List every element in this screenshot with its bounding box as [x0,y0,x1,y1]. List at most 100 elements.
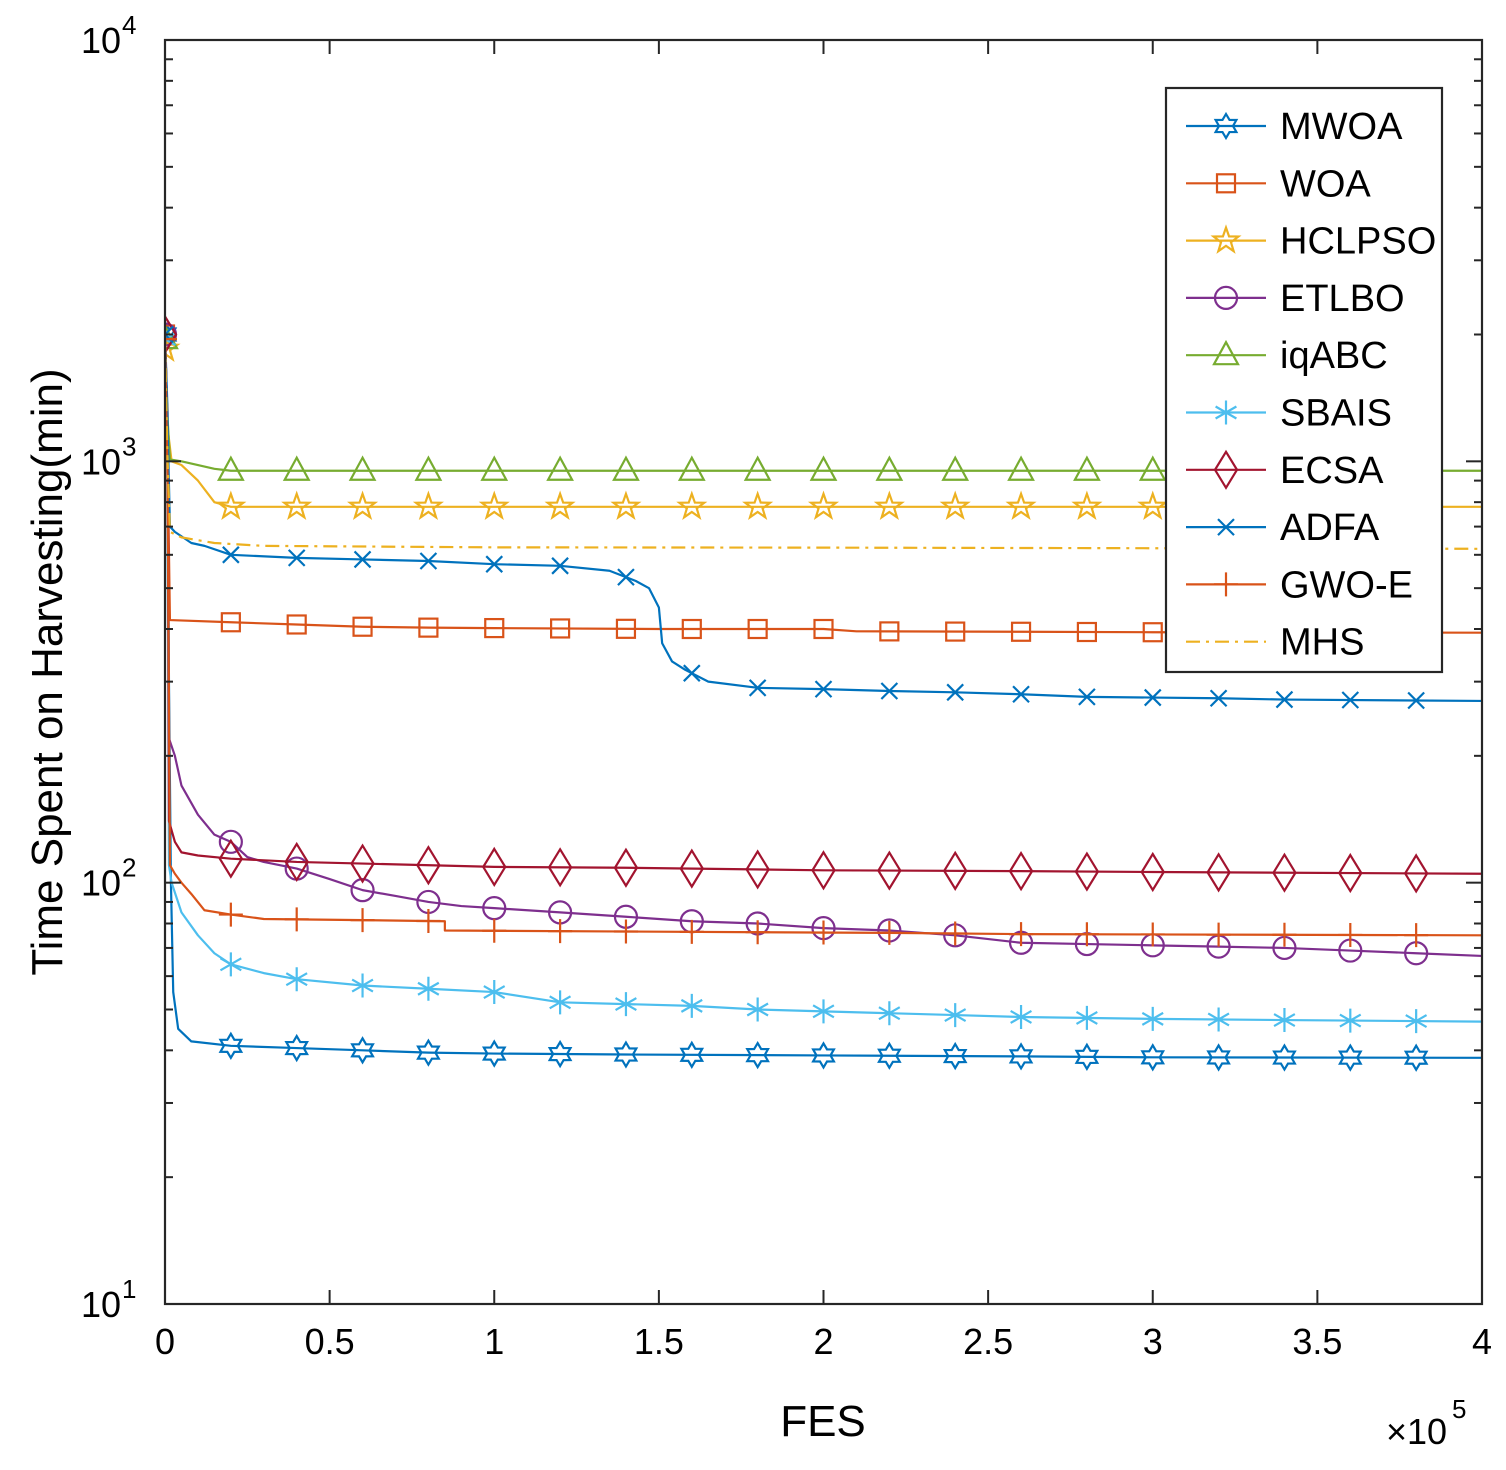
legend-marker-woa [1215,173,1237,194]
x-tick-label: 2 [813,1321,833,1362]
data-point-gwo-e-0 [165,327,177,352]
data-point-woa-4 [418,617,439,638]
data-point-adfa-5 [485,555,504,573]
data-point-sbais-13 [1010,1004,1032,1029]
data-point-gwo-e-8 [679,919,704,944]
data-point-iqabc-11 [875,455,904,481]
data-point-mwoa-6 [547,1039,573,1069]
data-point-adfa-11 [880,682,899,700]
data-point-sbais-10 [812,999,835,1024]
data-point-iqabc-0 [165,323,179,350]
y-tick-label-exponent: 3 [122,431,136,461]
data-point-gwo-e-2 [284,907,309,932]
legend-marker-adfa [1217,518,1235,536]
data-point-mwoa-15 [1140,1043,1166,1072]
legend-marker-sbais [1215,400,1237,425]
data-point-iqabc-5 [480,455,509,481]
data-point-sbais-9 [746,997,769,1022]
data-point-hclpso-8 [676,490,708,521]
data-point-mwoa-13 [1008,1042,1034,1071]
data-point-woa-6 [549,618,571,639]
data-point-sbais-14 [1075,1005,1098,1030]
series-sbais [165,327,1482,1034]
data-point-ecsa-12 [942,850,968,891]
data-point-iqabc-9 [743,455,772,481]
data-point-woa-9 [747,618,768,640]
data-point-ecsa-6 [547,847,573,888]
series-line-ecsa [165,334,1482,875]
legend-item-etlbo: ETLBO [1186,278,1405,320]
series-gwo-e [165,327,1482,948]
legend-item-woa: WOA [1186,163,1371,205]
x-axis-label: FES [780,1397,866,1446]
legend-label-iqabc: iqABC [1280,335,1388,377]
data-point-hclpso-6 [544,490,576,521]
data-point-gwo-e-1 [218,902,243,927]
data-point-gwo-e-16 [1206,922,1231,947]
x-tick-label: 1 [484,1321,504,1362]
y-tick-label: 10 1 [81,1274,137,1325]
data-point-gwo-e-17 [1272,922,1297,947]
data-point-adfa-1 [222,546,240,564]
data-point-woa-10 [813,618,834,640]
data-point-adfa-3 [353,550,372,569]
data-point-gwo-e-6 [548,919,573,944]
legend-label-hclpso: HCLPSO [1280,221,1436,263]
data-point-ecsa-2 [284,841,309,883]
legend-item-mwoa: MWOA [1186,106,1403,148]
data-point-iqabc-1 [216,455,245,481]
data-point-adfa-18 [1341,691,1360,709]
data-point-adfa-6 [551,557,569,575]
data-point-iqabc-3 [348,455,377,481]
data-point-sbais-2 [285,967,308,992]
series-layer [165,314,1482,1072]
data-point-mwoa-10 [811,1041,836,1070]
data-point-gwo-e-10 [811,920,836,945]
legend-marker-ecsa [1213,449,1239,490]
legend-marker-gwo-e [1214,572,1238,597]
y-tick-label-exponent: 1 [122,1274,136,1304]
data-point-hclpso-12 [939,490,971,521]
data-point-etlbo-3 [350,878,375,903]
legend-label-sbais: SBAIS [1280,393,1392,435]
data-point-ecsa-4 [416,845,441,886]
data-point-hclpso-1 [215,490,247,521]
series-line-gwo-e [165,339,1482,937]
data-point-adfa-16 [1209,689,1228,708]
data-point-mwoa-17 [1272,1043,1297,1072]
legend-marker-mwoa [1213,111,1239,141]
legend-marker-iqabc [1212,339,1240,366]
data-point-adfa-17 [1275,690,1294,709]
data-point-woa-11 [879,621,900,642]
data-point-adfa-14 [1078,688,1096,706]
legend-item-gwo-e: GWO-E [1186,564,1413,606]
data-point-sbais-16 [1207,1007,1230,1032]
data-point-adfa-4 [419,552,438,570]
legend-label-woa: WOA [1280,163,1371,205]
data-point-sbais-4 [417,976,440,1001]
data-point-ecsa-8 [679,848,705,889]
y-axis-label: Time Spent on Harvesting(min) [23,368,72,975]
data-point-iqabc-6 [546,455,574,481]
data-point-mwoa-18 [1338,1043,1363,1072]
data-point-adfa-9 [748,679,767,697]
data-point-iqabc-15 [1138,455,1167,481]
legend-label-etlbo: ETLBO [1280,278,1405,320]
x-tick-label: 3 [1143,1321,1163,1362]
data-point-iqabc-4 [414,455,443,481]
data-point-gwo-e-14 [1074,922,1099,947]
data-point-gwo-e-12 [943,921,968,946]
legend-item-mhs: MHS [1186,622,1364,664]
data-point-adfa-15 [1143,688,1162,707]
legend-label-ecsa: ECSA [1280,450,1384,492]
data-point-sbais-18 [1339,1008,1362,1033]
data-point-mwoa-1 [218,1031,244,1060]
data-point-gwo-e-15 [1140,922,1165,947]
data-point-woa-2 [286,614,307,635]
data-point-adfa-8 [683,664,701,682]
data-point-woa-5 [484,617,505,639]
data-point-iqabc-13 [1007,455,1035,481]
data-point-gwo-e-9 [745,920,770,945]
data-point-adfa-13 [1012,685,1030,704]
